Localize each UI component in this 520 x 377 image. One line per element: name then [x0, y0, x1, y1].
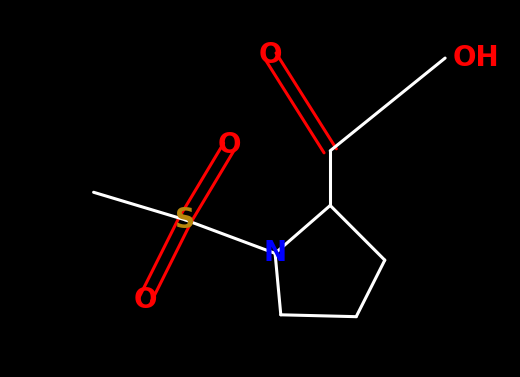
- Text: O: O: [258, 41, 282, 69]
- Text: O: O: [133, 286, 157, 314]
- Text: O: O: [218, 131, 242, 159]
- Text: S: S: [175, 206, 195, 234]
- Text: OH: OH: [453, 44, 500, 72]
- Text: N: N: [264, 239, 287, 267]
